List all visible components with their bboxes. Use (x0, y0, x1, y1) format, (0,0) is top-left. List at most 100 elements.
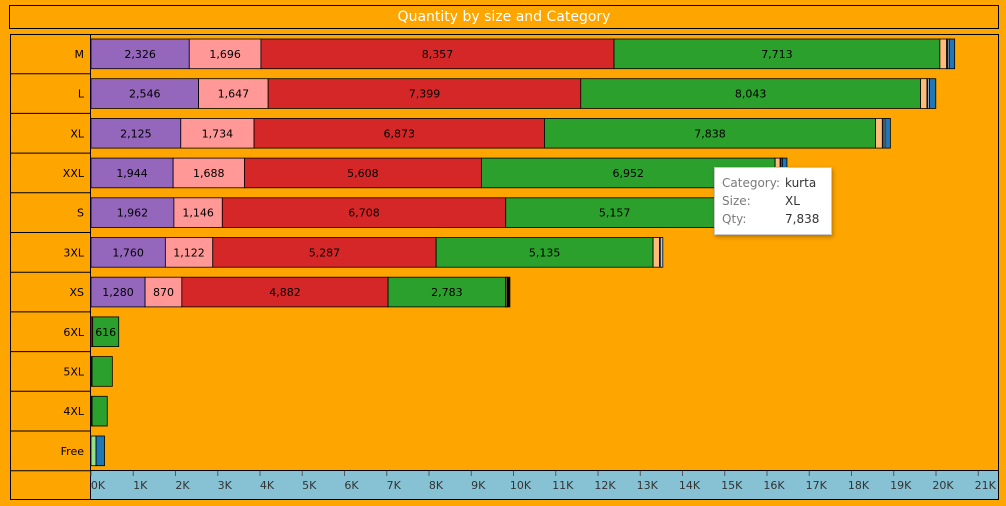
bar-value-label: 1,760 (112, 246, 144, 259)
x-axis-band (90, 470, 999, 500)
bar-segment (181, 276, 389, 308)
bar-value-label: 1,280 (102, 286, 134, 299)
bar-segment (90, 197, 175, 228)
bar-segment (90, 276, 146, 308)
tooltip-category-key: Category: (722, 176, 780, 190)
bar-segment (144, 276, 183, 308)
bar-value-label: 1,696 (209, 48, 241, 61)
bar-segment (659, 237, 664, 268)
bar-segment (172, 157, 245, 189)
bar-segment (90, 237, 166, 268)
bar-segment (212, 237, 437, 268)
tooltip-qty-key: Qty: (722, 212, 747, 226)
x-tick-label: 11K (552, 479, 574, 492)
x-tick-label: 5K (302, 479, 317, 492)
bar-value-label: 1,962 (117, 207, 149, 220)
y-tick-label: XXL (63, 167, 85, 180)
bar-value-label: 7,838 (694, 127, 726, 140)
bar-segment (91, 395, 108, 427)
bar-segment (948, 38, 956, 70)
x-tick-label: 20K (932, 479, 954, 492)
bar-segment (884, 118, 891, 149)
bar-segment (221, 197, 507, 228)
x-tick-label: 1K (133, 479, 148, 492)
tooltip-category-value: kurta (785, 176, 817, 190)
bar-segment (90, 38, 190, 70)
bar-value-label: 8,043 (735, 88, 767, 101)
bar-value-label: 1,688 (193, 167, 225, 180)
x-tick-label: 16K (763, 479, 785, 492)
bar-value-label: 616 (95, 326, 116, 339)
bar-segment (506, 276, 511, 308)
bar-value-label: 1,647 (218, 88, 250, 101)
bar-value-label: 1,734 (202, 127, 234, 140)
x-tick-label: 21K (975, 479, 997, 492)
bar-segment (253, 118, 545, 149)
tooltip-size-key: Size: (722, 194, 751, 208)
bar-segment (387, 276, 507, 308)
y-tick-label: Free (61, 445, 85, 458)
bar-value-label: 2,326 (124, 48, 156, 61)
bar-value-label: 6,952 (613, 167, 645, 180)
x-tick-label: 4K (260, 479, 275, 492)
bar-segment (198, 78, 269, 109)
bar-value-label: 5,287 (309, 246, 341, 259)
y-tick-label: L (78, 88, 85, 101)
bar-segment (875, 118, 883, 149)
x-tick-label: 17K (806, 479, 828, 492)
bar-segment (90, 435, 97, 467)
bar-value-label: 1,122 (173, 246, 205, 259)
bar-value-label: 8,357 (422, 48, 454, 61)
bar-value-label: 7,399 (409, 88, 441, 101)
bar-segment (929, 78, 937, 109)
bar-segment (95, 435, 105, 467)
bar-segment (164, 237, 214, 268)
x-tick-label: 15K (721, 479, 743, 492)
chart-title: Quantity by size and Category (9, 5, 999, 29)
bar-segment (613, 38, 941, 70)
x-tick-label: 12K (594, 479, 616, 492)
bar-value-label: 4,882 (269, 286, 301, 299)
y-tick-label: 5XL (63, 365, 85, 378)
tooltip-qty-value: 7,838 (785, 212, 820, 226)
bar-segment (652, 237, 660, 268)
x-tick-label: 3K (218, 479, 233, 492)
x-tick-label: 18K (848, 479, 870, 492)
x-tick-label: 9K (471, 479, 486, 492)
bar-value-label: 5,135 (529, 246, 561, 259)
bar-value-label: 5,608 (347, 167, 379, 180)
bar-value-label: 2,125 (120, 127, 152, 140)
bar-value-label: 1,146 (182, 207, 214, 220)
bar-value-label: 2,546 (129, 88, 161, 101)
x-tick-label: 14K (679, 479, 701, 492)
x-tick-label: 6K (344, 479, 359, 492)
bar-segment (939, 38, 948, 70)
y-tick-label: 3XL (63, 246, 85, 259)
x-tick-label: 13K (637, 479, 659, 492)
y-tick-label: M (75, 48, 85, 61)
x-tick-label: 10K (510, 479, 532, 492)
bar-segment (260, 38, 615, 70)
bar-segment (92, 316, 120, 347)
y-tick-label: 6XL (63, 326, 85, 339)
bar-value-label: 7,713 (761, 48, 793, 61)
x-tick-label: 19K (890, 479, 912, 492)
y-tick-label: S (77, 207, 84, 220)
bar-value-label: 1,944 (116, 167, 148, 180)
x-tick-label: 8K (429, 479, 444, 492)
bar-value-label: 6,708 (348, 207, 380, 220)
bar-segment (580, 78, 921, 109)
y-tick-label: 4XL (63, 405, 85, 418)
tooltip-size-value: XL (785, 194, 800, 208)
bar-segment (90, 118, 182, 149)
bar-segment (173, 197, 223, 228)
x-tick-label: 2K (175, 479, 190, 492)
bar-segment (544, 118, 876, 149)
y-tick-label: XS (69, 286, 84, 299)
row-header-panel (10, 34, 90, 500)
x-tick-label: 7K (387, 479, 402, 492)
bar-segment (920, 78, 928, 109)
bar-value-label: 870 (153, 286, 174, 299)
bar-value-label: 2,783 (431, 286, 463, 299)
